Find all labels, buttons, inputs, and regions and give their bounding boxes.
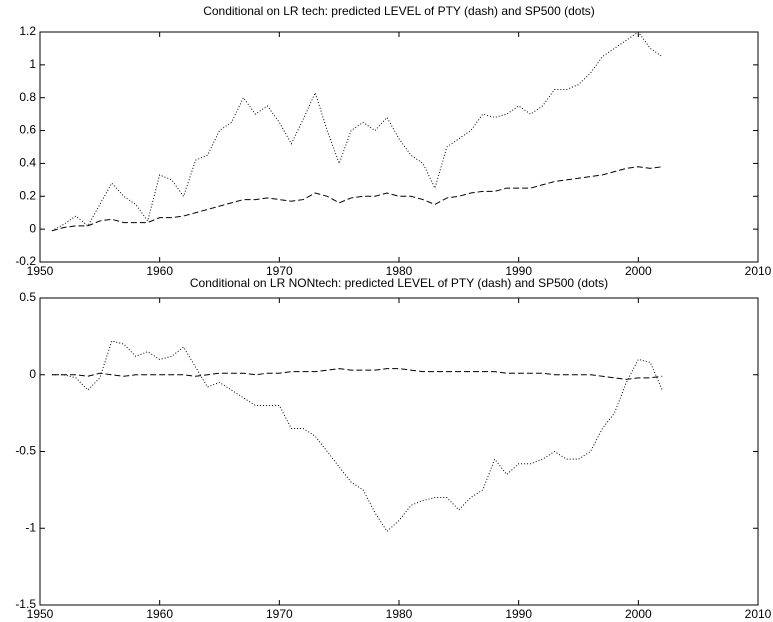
chart-title: Conditional on LR NONtech: predicted LEV…: [190, 276, 608, 290]
x-tick-label: 1990: [505, 264, 532, 278]
x-tick-label: 1950: [27, 264, 54, 278]
y-tick-label: 1.2: [19, 24, 36, 38]
x-tick-label: 2010: [745, 607, 772, 621]
y-tick-label: 0.6: [19, 123, 36, 137]
series-line: [51, 31, 663, 232]
plot-frame: [39, 31, 759, 263]
y-tick-label: 0: [29, 221, 36, 235]
series-line: [51, 340, 663, 533]
y-tick-label: 0.2: [19, 188, 36, 202]
x-tick-label: 1970: [266, 264, 293, 278]
y-tick-label: 1: [29, 57, 36, 71]
y-tick-label: 0.4: [19, 156, 36, 170]
chart-title: Conditional on LR tech: predicted LEVEL …: [203, 4, 595, 18]
series-line: [51, 166, 663, 232]
x-tick-label: 1990: [505, 607, 532, 621]
y-tick-label: 0: [29, 367, 36, 381]
y-tick-label: 0.5: [19, 290, 36, 304]
x-tick-label: 1960: [146, 264, 173, 278]
plot-frame: [39, 297, 759, 606]
x-tick-label: 2010: [745, 264, 772, 278]
x-tick-label: 1960: [146, 607, 173, 621]
x-tick-label: 2000: [625, 607, 652, 621]
y-tick-label: -0.2: [15, 254, 36, 268]
x-tick-label: 1980: [386, 607, 413, 621]
y-tick-label: -1: [25, 520, 36, 534]
y-tick-label: -1.5: [15, 597, 36, 611]
x-tick-label: 1970: [266, 607, 293, 621]
y-tick-label: -0.5: [15, 444, 36, 458]
y-tick-label: 0.8: [19, 90, 36, 104]
x-tick-label: 1950: [27, 607, 54, 621]
series-line: [51, 368, 663, 380]
x-tick-label: 2000: [625, 264, 652, 278]
x-tick-label: 1980: [386, 264, 413, 278]
